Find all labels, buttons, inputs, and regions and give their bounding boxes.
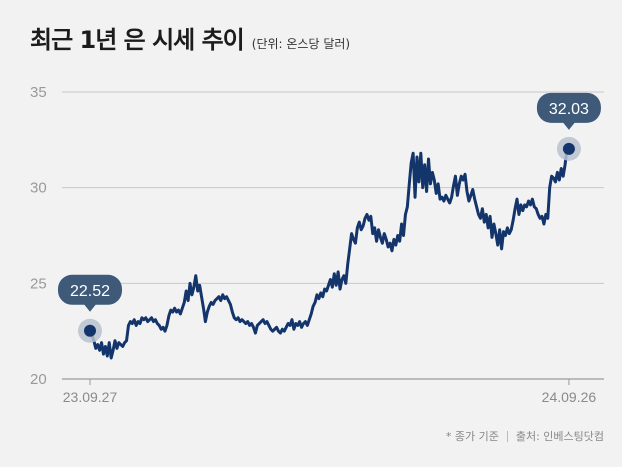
source-credit: 출처: 인베스팅닷컴 bbox=[515, 430, 604, 443]
callout-bubble bbox=[58, 274, 122, 305]
axis-layer: 20 25 30 35 23.09.27 24.09.26 bbox=[30, 84, 596, 405]
callout-bubble bbox=[536, 92, 601, 123]
data-point bbox=[84, 324, 96, 337]
y-tick-label: 20 bbox=[30, 371, 47, 388]
callout-pointer bbox=[562, 122, 575, 130]
callout-value: 22.52 bbox=[70, 283, 110, 300]
chart-footer: * 종가 기준 출처: 인베스팅닷컴 bbox=[446, 428, 604, 444]
callout-pointer bbox=[84, 304, 96, 312]
grid-layer bbox=[62, 91, 604, 380]
annotation-layer: 22.52 32.03 bbox=[58, 92, 601, 343]
chart-title: 최근 1년 은 시세 추이 bbox=[30, 26, 245, 54]
callout-value: 32.03 bbox=[549, 101, 589, 118]
series-layer bbox=[88, 147, 569, 360]
footer-divider bbox=[506, 430, 508, 442]
footnote: * 종가 기준 bbox=[445, 430, 499, 443]
y-tick-label: 25 bbox=[30, 275, 47, 292]
chart-unit-label: (단위: 온스당 달러) bbox=[251, 37, 351, 51]
data-point bbox=[562, 142, 575, 155]
y-tick-label: 30 bbox=[30, 180, 47, 197]
x-tick-label: 23.09.27 bbox=[63, 389, 118, 405]
x-tick-label: 24.09.26 bbox=[542, 389, 597, 405]
y-tick-label: 35 bbox=[30, 84, 47, 101]
chart-header: 최근 1년 은 시세 추이 (단위: 온스당 달러) bbox=[30, 20, 350, 55]
price-line bbox=[88, 147, 569, 360]
